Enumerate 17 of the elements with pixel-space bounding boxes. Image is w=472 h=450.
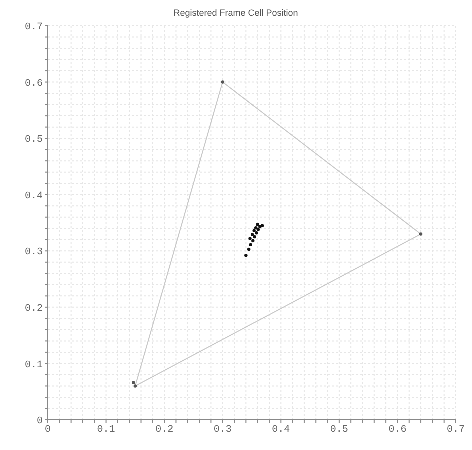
y-tick-label: 0.7 — [24, 22, 43, 34]
x-tick-label: 0.4 — [272, 425, 290, 436]
y-tick-label: 0.5 — [24, 135, 43, 146]
y-tick-label: 0.6 — [24, 78, 43, 90]
x-tick-label: 0.2 — [156, 425, 174, 436]
y-tick-label: 0.2 — [24, 304, 43, 315]
x-tick-label: 0.1 — [97, 425, 116, 436]
x-tick-label: 0.3 — [214, 425, 232, 436]
x-tick-label: 0 — [44, 425, 52, 436]
x-tick-label: 0.7 — [446, 425, 466, 436]
y-tick-label: 0.4 — [24, 191, 43, 202]
y-tick-label: 0 — [36, 416, 43, 428]
y-tick-label: 0.1 — [24, 360, 43, 372]
x-tick-label: 0.6 — [388, 425, 407, 436]
y-tick-label: 0.3 — [24, 248, 43, 259]
x-tick-label: 0.5 — [330, 425, 348, 436]
chart-title: Registered Frame Cell Position — [172, 8, 300, 18]
